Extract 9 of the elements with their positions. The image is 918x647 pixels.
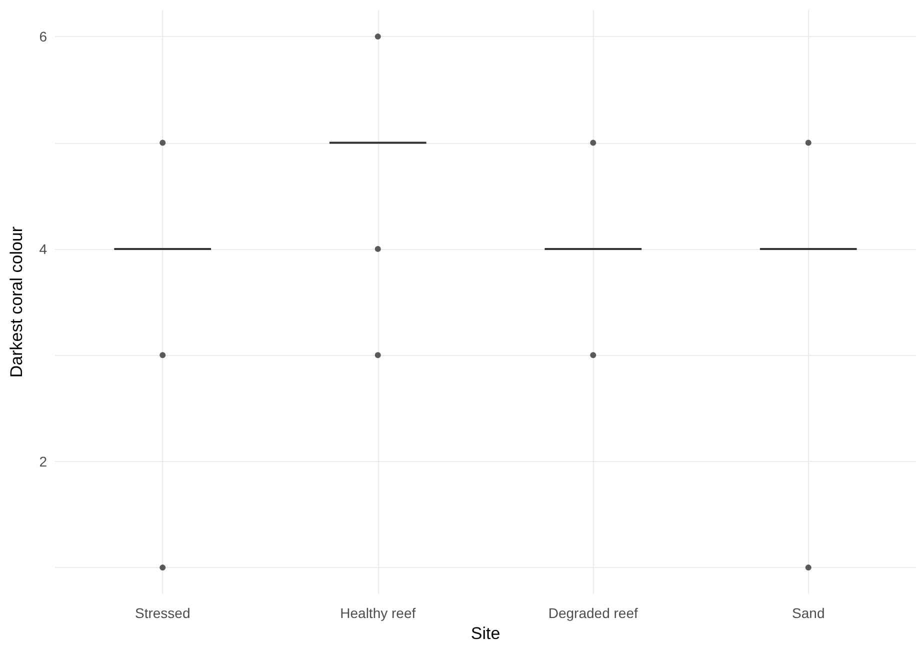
x-tick-label: Stressed	[135, 605, 190, 622]
y-tick-label: 4	[39, 240, 48, 257]
y-tick-label: 2	[39, 453, 48, 470]
x-tick-label: Sand	[792, 605, 825, 622]
x-tick-label: Degraded reef	[548, 605, 638, 622]
y-axis-title: Darkest coral colour	[7, 226, 26, 378]
x-axis-title: Site	[470, 624, 500, 643]
y-tick-label: 6	[39, 28, 48, 45]
x-tick-label: Healthy reef	[340, 605, 416, 622]
